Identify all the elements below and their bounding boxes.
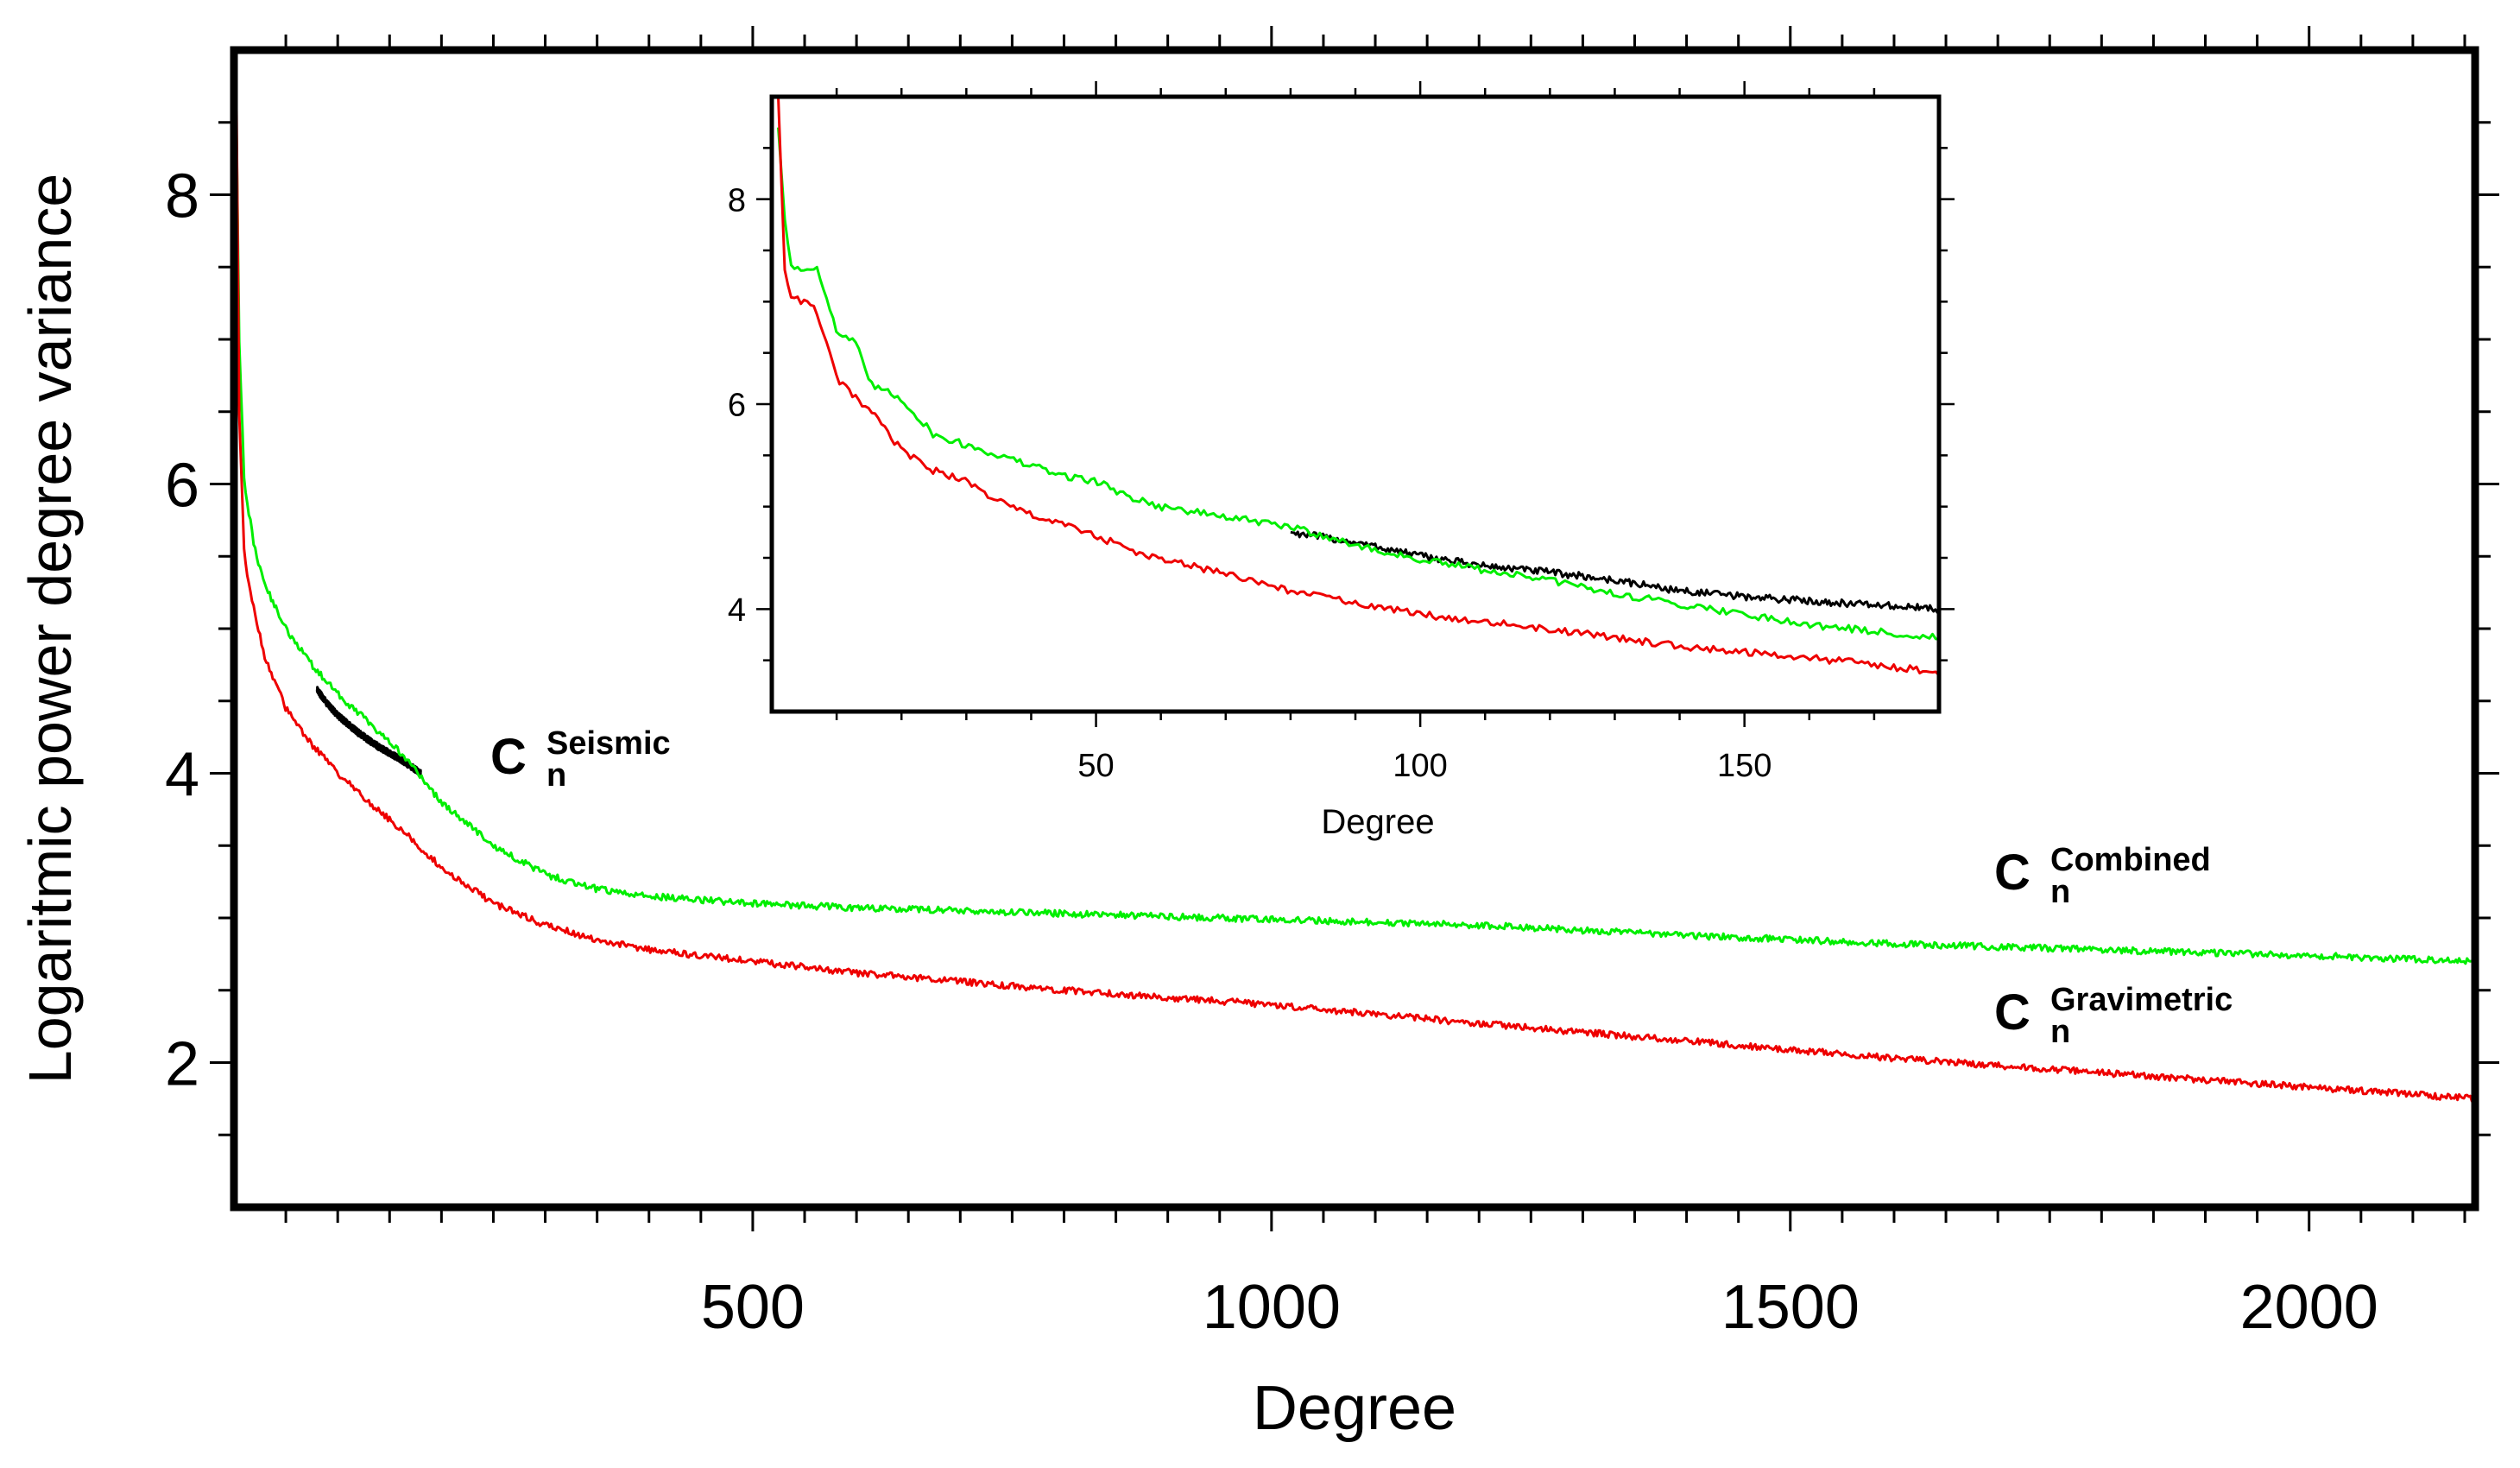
main-x-axis-title: Degree bbox=[1253, 1374, 1456, 1443]
annotation-combined: C Combined n bbox=[1994, 842, 2211, 910]
y-tick-label: 6 bbox=[728, 388, 746, 424]
main-plot-frame bbox=[230, 46, 2479, 1212]
inset-tick-labels: 50 100 150 4 6 8 bbox=[728, 182, 1772, 784]
annotation-gravimetric-letter: C bbox=[1994, 984, 2031, 1041]
series-line-seismic bbox=[315, 686, 422, 778]
annotation-seismic-subscript: n bbox=[546, 757, 566, 794]
x-tick-label: 150 bbox=[1717, 748, 1772, 784]
y-tick-label: 4 bbox=[728, 592, 746, 629]
main-tick-labels: 500 1000 1500 2000 2 4 6 8 bbox=[165, 161, 2378, 1342]
series-line-combined bbox=[234, 93, 2477, 965]
inset-plot-frame bbox=[769, 94, 1942, 714]
main-y-axis-title: Logaritmic power degree variance bbox=[16, 174, 84, 1084]
annotation-combined-superscript: Combined bbox=[2050, 842, 2211, 878]
annotation-seismic-superscript: Seismic bbox=[546, 725, 671, 762]
series-line-gravimetric bbox=[777, 96, 1941, 677]
main-chart: 500 1000 1500 2000 2 4 6 8 Degree Logaritmic po… bbox=[16, 26, 2499, 1443]
y-tick-label: 8 bbox=[165, 161, 199, 231]
y-tick-label: 8 bbox=[728, 182, 746, 218]
annotation-seismic: C Seismic n bbox=[490, 725, 671, 794]
series-line-combined bbox=[777, 127, 1940, 641]
annotation-gravimetric-subscript: n bbox=[2050, 1014, 2070, 1050]
x-tick-label: 100 bbox=[1393, 748, 1447, 784]
annotation-gravimetric: C Gravimetric n bbox=[1994, 982, 2233, 1050]
annotation-combined-subscript: n bbox=[2050, 874, 2070, 910]
x-tick-label: 2000 bbox=[2240, 1273, 2378, 1342]
inset-series-lines bbox=[777, 96, 1941, 677]
y-tick-label: 2 bbox=[165, 1029, 199, 1098]
annotation-seismic-letter: C bbox=[490, 729, 527, 785]
x-tick-label: 1000 bbox=[1203, 1273, 1341, 1342]
annotation-gravimetric-superscript: Gravimetric bbox=[2050, 982, 2233, 1018]
inset-chart: 50 100 150 4 6 8 Degree bbox=[728, 81, 1955, 841]
x-tick-label: 50 bbox=[1077, 748, 1114, 784]
y-tick-label: 6 bbox=[165, 451, 199, 520]
x-tick-label: 500 bbox=[701, 1273, 805, 1342]
inset-x-axis-title: Degree bbox=[1321, 803, 1434, 841]
series-annotations: C Seismic n C Combined n C Gravimetric n bbox=[490, 725, 2233, 1050]
series-line-gravimetric bbox=[234, 49, 2476, 1103]
annotation-combined-letter: C bbox=[1994, 845, 2031, 901]
main-series-lines bbox=[234, 49, 2477, 1103]
inset-background bbox=[772, 97, 1939, 712]
x-tick-label: 1500 bbox=[1721, 1273, 1860, 1342]
y-tick-label: 4 bbox=[165, 740, 199, 809]
